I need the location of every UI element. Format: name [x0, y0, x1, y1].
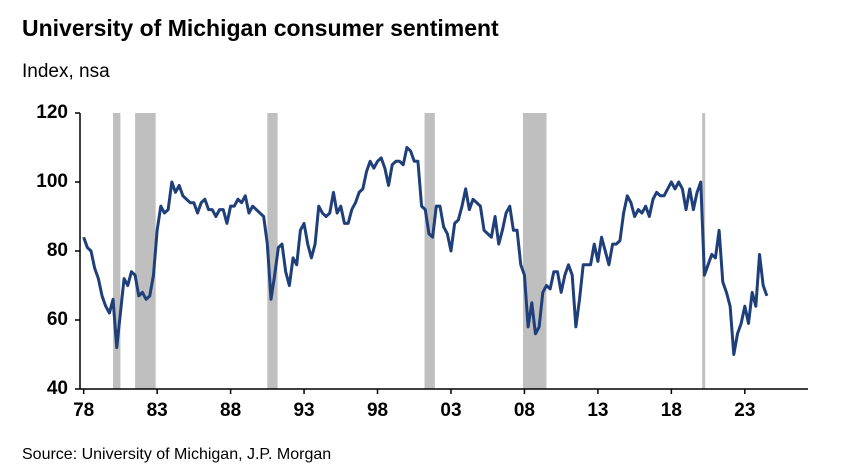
x-tick-label: 13 — [587, 400, 608, 421]
x-tick-label: 08 — [514, 400, 535, 421]
y-tick-label: 100 — [36, 171, 68, 192]
chart-title: University of Michigan consumer sentimen… — [22, 15, 499, 41]
y-tick-label: 40 — [47, 378, 68, 399]
recession-band — [113, 113, 121, 389]
x-tick-label: 03 — [440, 400, 461, 421]
x-tick-label: 88 — [220, 400, 241, 421]
recession-band — [522, 113, 547, 389]
x-tick-label: 83 — [147, 400, 168, 421]
data-line — [82, 146, 769, 356]
x-tick-label: 23 — [734, 400, 755, 421]
x-tick-label: 98 — [367, 400, 388, 421]
chart-subtitle: Index, nsa — [22, 61, 110, 82]
x-tick-label: 18 — [661, 400, 682, 421]
x-tick-label: 93 — [293, 400, 314, 421]
recession-band — [267, 113, 278, 389]
x-tick-label: 78 — [73, 400, 94, 421]
y-tick-label: 60 — [47, 309, 68, 330]
recession-band — [135, 113, 156, 389]
source-note: Source: University of Michigan, J.P. Mor… — [22, 446, 331, 463]
y-tick-label: 80 — [47, 240, 68, 261]
recession-band — [424, 113, 435, 389]
y-tick-label: 120 — [36, 102, 68, 123]
